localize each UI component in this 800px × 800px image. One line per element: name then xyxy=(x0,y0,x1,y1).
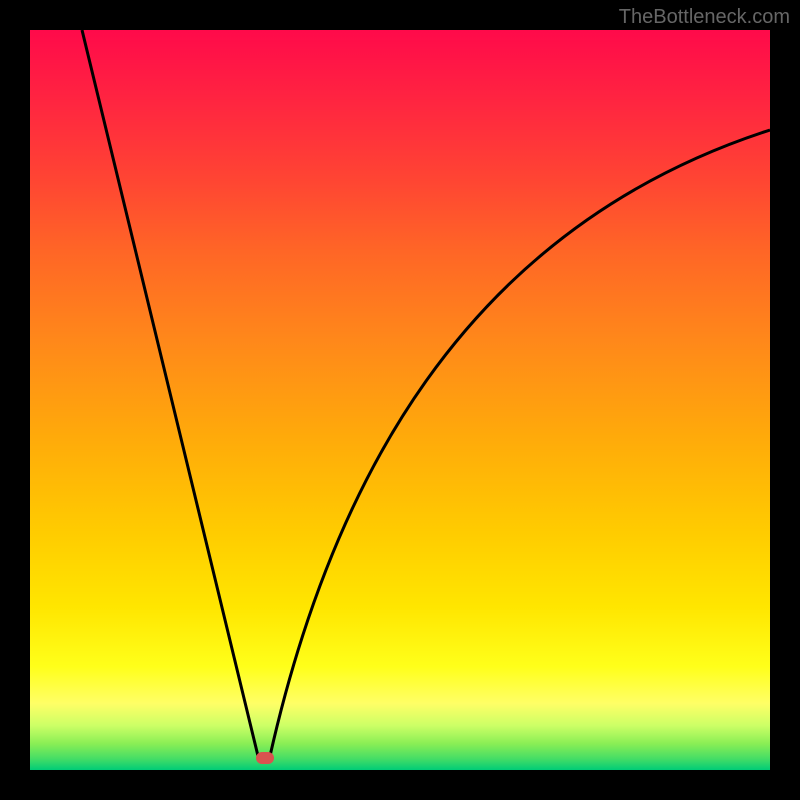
bottleneck-curve xyxy=(30,30,770,770)
chart-container xyxy=(30,30,770,770)
minimum-marker xyxy=(256,752,274,764)
watermark-text: TheBottleneck.com xyxy=(619,6,790,29)
